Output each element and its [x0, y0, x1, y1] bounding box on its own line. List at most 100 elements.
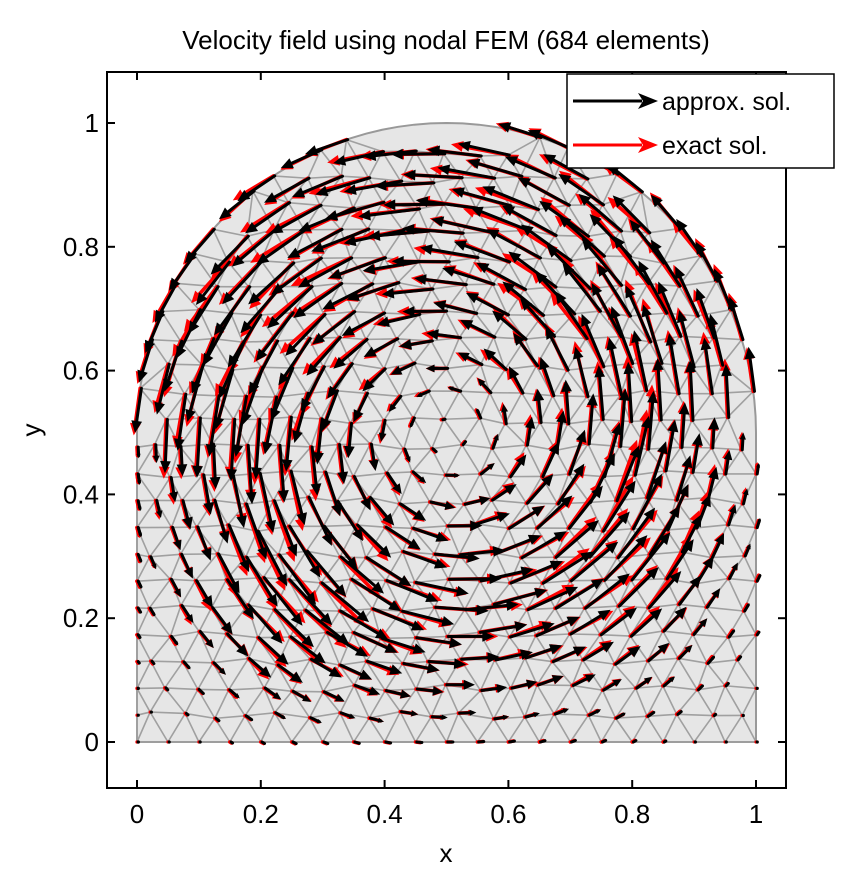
arrow-head — [426, 662, 440, 674]
arrow-shaft — [316, 417, 324, 459]
approx-arrow — [476, 408, 483, 420]
approx-arrow — [414, 274, 468, 287]
approx-arrow — [508, 505, 545, 530]
mesh-edge — [184, 689, 199, 714]
approx-arrow — [755, 686, 759, 690]
arrow-head — [543, 154, 557, 165]
arrow-head — [453, 240, 467, 251]
arrow-shaft — [665, 543, 692, 581]
approx-arrow — [297, 256, 354, 288]
approx-arrow — [685, 360, 697, 422]
mesh-edge — [429, 474, 447, 503]
mesh-edge — [430, 340, 448, 369]
arrow-shaft — [470, 294, 510, 317]
arrow-shaft — [251, 261, 296, 302]
arrow-head — [309, 564, 321, 578]
approx-arrow — [291, 689, 312, 702]
arrow-head — [447, 386, 454, 392]
mesh-edge — [659, 393, 679, 421]
mesh-edge — [568, 473, 604, 478]
arrow-head — [185, 408, 196, 422]
mesh-edge — [368, 472, 387, 498]
approx-arrow — [399, 502, 427, 521]
arrow-head — [237, 189, 251, 202]
arrow-shaft — [195, 416, 202, 473]
approx-arrow — [445, 679, 475, 690]
arrow-shaft — [372, 607, 419, 629]
approx-arrow — [256, 228, 307, 265]
arrow-head — [301, 635, 314, 648]
arrow-head — [362, 263, 376, 275]
approx-arrow — [573, 346, 590, 399]
mesh-edge — [412, 417, 433, 450]
arrow-shaft — [250, 339, 280, 390]
arrow-head — [341, 325, 355, 336]
mesh-edge — [446, 609, 466, 637]
mesh-edge — [398, 395, 414, 419]
mesh-edge — [479, 659, 496, 691]
arrow-head — [539, 200, 553, 213]
arrow-shaft — [599, 268, 633, 318]
arrow-head — [390, 365, 403, 375]
mesh-edge — [601, 689, 617, 719]
mesh-edge — [136, 578, 171, 582]
arrow-head — [479, 496, 491, 506]
arrow-head — [231, 254, 245, 267]
arrow-head — [136, 453, 141, 459]
mesh-edge — [228, 687, 265, 691]
approx-arrow — [491, 433, 499, 450]
arrow-shaft — [231, 474, 245, 523]
x-axis-label: x — [440, 838, 453, 868]
arrow-head — [623, 361, 635, 375]
arrow-head — [378, 432, 387, 442]
arrow-head — [245, 491, 257, 505]
arrow-shaft — [647, 396, 655, 451]
mesh-edge — [495, 552, 511, 584]
mesh-edge — [198, 717, 216, 743]
mesh-edge — [382, 282, 399, 314]
approx-arrow — [197, 687, 205, 695]
arrow-head — [281, 459, 293, 472]
arrow-head — [692, 433, 703, 446]
mesh-edge — [569, 714, 590, 743]
approx-arrow — [337, 443, 349, 485]
arrow-head — [631, 330, 642, 344]
arrow-head — [265, 519, 276, 533]
arrow-shaft — [385, 579, 434, 601]
arrow-head — [348, 713, 356, 719]
mesh-edge — [447, 554, 461, 580]
mesh-edge — [479, 417, 506, 425]
arrow-head — [432, 686, 444, 696]
mesh-edge — [628, 283, 649, 317]
mesh-edge — [630, 579, 649, 609]
mesh-edge — [370, 443, 404, 450]
approx-arrow — [385, 579, 439, 602]
arrow-head — [236, 644, 249, 657]
mesh-edge — [349, 228, 369, 259]
approx-arrow — [433, 300, 479, 315]
mesh-edge — [367, 177, 384, 203]
arrow-head — [635, 740, 637, 742]
mesh-edge — [356, 524, 386, 528]
arrow-head — [711, 588, 721, 599]
mesh-edge — [727, 633, 757, 638]
arrow-shaft — [710, 319, 725, 367]
mesh-edge — [149, 604, 181, 610]
mesh-edge — [384, 526, 413, 530]
arrow-head — [638, 260, 649, 274]
approx-arrow — [195, 579, 213, 609]
arrow-head — [242, 606, 254, 620]
arrow-head — [202, 594, 213, 609]
approx-arrow — [509, 560, 563, 585]
mesh-edge — [602, 191, 642, 206]
arrow-head — [437, 164, 451, 176]
approx-arrow — [727, 629, 736, 639]
mesh-edge — [614, 717, 633, 743]
arrow-shaft — [509, 562, 558, 585]
mesh-edge — [291, 717, 311, 743]
mesh-edge — [290, 367, 308, 394]
arrow-head — [685, 360, 697, 373]
approx-arrow — [692, 618, 708, 636]
mesh-edge — [320, 578, 352, 584]
arrow-head — [410, 620, 425, 631]
